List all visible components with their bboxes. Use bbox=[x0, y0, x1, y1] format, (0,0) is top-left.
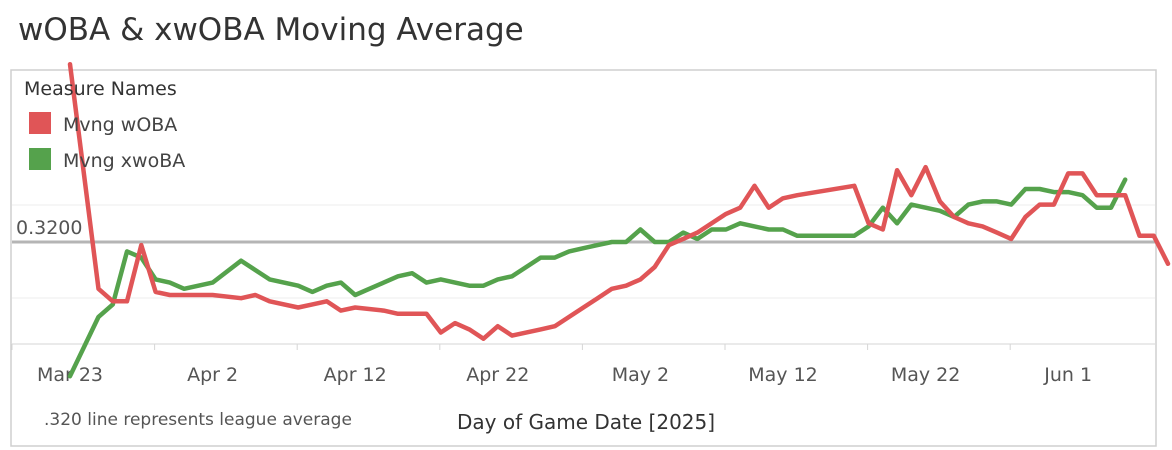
series-line-mvng-woba bbox=[67, 61, 1171, 341]
x-ticks: Mar 23 Apr 2 Apr 12 Apr 22 May 2 May 12 May 22… bbox=[11, 344, 1092, 386]
footnote: .320 line represents league average bbox=[44, 410, 352, 430]
x-tick-label: May 12 bbox=[748, 364, 818, 386]
x-axis-title: Day of Game Date [2025] bbox=[457, 410, 715, 434]
x-tick-label: Jun 1 bbox=[1043, 364, 1092, 386]
legend: Measure Names Mvng wOBA Mvng xwoBA bbox=[24, 78, 185, 172]
legend-title: Measure Names bbox=[24, 78, 177, 100]
chart-title: wOBA & xwOBA Moving Average bbox=[18, 12, 524, 48]
legend-label-mvng-woba: Mvng wOBA bbox=[63, 114, 177, 136]
reference-line-label: 0.3200 bbox=[16, 217, 82, 239]
x-tick-label: Apr 12 bbox=[324, 364, 387, 386]
x-tick-label: Apr 22 bbox=[466, 364, 529, 386]
legend-swatch-mvng-xwoba bbox=[29, 148, 51, 170]
gridlines bbox=[12, 204, 1155, 299]
reference-label-bg bbox=[13, 216, 85, 240]
pane-border bbox=[10, 69, 1157, 447]
x-tick-label: May 22 bbox=[891, 364, 961, 386]
series-line-mvng-xwoba bbox=[67, 177, 1128, 379]
legend-swatch-mvng-woba bbox=[29, 112, 51, 134]
legend-label-mvng-xwoba: Mvng xwoBA bbox=[63, 150, 185, 172]
x-tick-label: May 2 bbox=[612, 364, 669, 386]
series-layer bbox=[67, 61, 1171, 379]
x-tick-label: Apr 2 bbox=[187, 364, 238, 386]
